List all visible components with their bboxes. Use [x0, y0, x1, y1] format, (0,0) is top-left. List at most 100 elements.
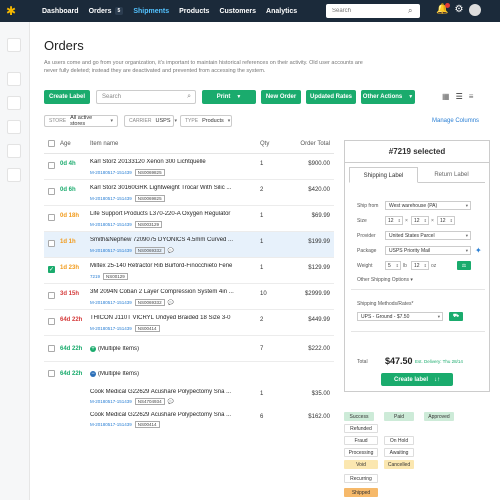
button-label: Updated Rates	[309, 94, 352, 100]
column-age[interactable]: Age	[60, 140, 71, 147]
row-checkbox[interactable]	[48, 318, 55, 325]
row-checkbox[interactable]	[48, 188, 55, 195]
nav-dashboard[interactable]: Dashboard	[42, 7, 79, 15]
bell-icon[interactable]: 🔔	[436, 3, 451, 15]
carrier-filter[interactable]: CARRIER USPS ▾	[124, 115, 177, 127]
note-icon[interactable]: 💬	[167, 247, 174, 254]
sidebar-item[interactable]	[7, 72, 21, 86]
item-name[interactable]: 3M 2094N Coban 2 Layer Compression Syste…	[90, 289, 234, 295]
package-select[interactable]: USPS Priority Mail ▾	[385, 246, 471, 255]
nav-orders[interactable]: Orders 5	[89, 7, 124, 15]
global-search-input[interactable]	[326, 4, 420, 18]
sidebar-item[interactable]	[7, 144, 21, 158]
sidebar-item[interactable]	[7, 38, 21, 52]
nav-analytics[interactable]: Analytics	[266, 7, 297, 15]
order-id[interactable]: M-20180517-151439	[90, 300, 132, 305]
table-row[interactable]: 64d 22h − (Multiple Items) Cook Medical G…	[44, 362, 334, 432]
print-button[interactable]: Print ▼	[202, 90, 256, 104]
qty-value: 1	[260, 161, 264, 167]
table-row[interactable]: 0d 4h Karl Storz 20133120 Xenon 300 Lich…	[44, 154, 334, 180]
gear-icon[interactable]: ⚙	[454, 4, 464, 15]
order-id[interactable]: 7219	[90, 274, 101, 279]
search-icon[interactable]: ⌕	[408, 6, 413, 15]
nav-shipments[interactable]: Shipments	[133, 7, 169, 15]
sidebar-item[interactable]	[7, 168, 21, 182]
create-label-button[interactable]: Create Label	[44, 90, 90, 104]
order-id[interactable]: M-20180517-151439	[90, 326, 132, 331]
item-name[interactable]: Life Support Products L370-220-A Oxygen …	[90, 211, 231, 217]
scale-button[interactable]: ⚖	[457, 261, 471, 270]
size-width-input[interactable]: 12 ⇕	[411, 216, 429, 225]
subitem-name[interactable]: Cook Medical G22629 Acushare Polypectomy…	[90, 389, 232, 395]
list-view-icon[interactable]: ☰	[455, 92, 463, 101]
note-icon[interactable]: 💬	[167, 299, 174, 306]
weight-oz-input[interactable]: 12 ⇕	[411, 261, 429, 270]
other-options-toggle[interactable]: Other Shipping Options ▾	[357, 277, 413, 283]
column-total[interactable]: Order Total	[300, 140, 330, 147]
size-height-input[interactable]: 12 ⇕	[437, 216, 455, 225]
logo-icon[interactable]: ✱	[6, 4, 17, 18]
table-row[interactable]: 0d 18h Life Support Products L370-220-A …	[44, 206, 334, 232]
compact-view-icon[interactable]: ≡	[468, 92, 474, 101]
note-icon[interactable]: 💬	[167, 398, 174, 405]
select-all-checkbox[interactable]	[48, 140, 55, 147]
row-checkbox[interactable]	[48, 162, 55, 169]
column-qty[interactable]: Qty	[260, 140, 270, 147]
new-order-button[interactable]: New Order	[261, 90, 301, 104]
item-name[interactable]: Smith&Nephew 7209075 DYONICS 4.5mm Curve…	[90, 237, 234, 243]
provider-select[interactable]: United States Parcel ▾	[385, 231, 471, 240]
row-checkbox[interactable]	[48, 370, 55, 377]
order-id[interactable]: M-20180517-151439	[90, 170, 132, 175]
orders-search-input[interactable]: Search ⌕	[96, 90, 196, 104]
expand-icon[interactable]: +	[90, 346, 96, 352]
avatar[interactable]	[469, 4, 482, 16]
table-row[interactable]: 3d 15h 3M 2094N Coban 2 Layer Compressio…	[44, 284, 334, 310]
item-name[interactable]: THICON J110T VICRYL Undyed Braided 18 Si…	[90, 315, 231, 321]
order-id[interactable]: M-20180517-151439	[90, 422, 132, 427]
collapse-icon[interactable]: −	[90, 371, 96, 377]
ship-from-select[interactable]: West warehouse (PA) ▾	[385, 201, 471, 210]
item-name[interactable]: − (Multiple Items)	[90, 371, 250, 377]
table-row[interactable]: 1d 1h Smith&Nephew 7209075 DYONICS 4.5mm…	[44, 232, 334, 258]
order-id[interactable]: M-20180517-151439	[90, 196, 132, 201]
type-filter[interactable]: TYPE Products ▾	[180, 115, 232, 127]
row-checkbox[interactable]	[48, 292, 55, 299]
order-id[interactable]: M-20180517-151439	[90, 248, 132, 253]
table-row[interactable]: ✓ 1d 23h Miltex 25-140 Retractor Rib Bur…	[44, 258, 334, 284]
grid-view-icon[interactable]: ▦	[442, 92, 450, 101]
nav-products[interactable]: Products	[179, 7, 209, 15]
sidebar-item[interactable]	[7, 96, 21, 110]
add-package-icon[interactable]: ✦	[475, 246, 482, 255]
nav-customers[interactable]: Customers	[219, 7, 256, 15]
subitem-name[interactable]: Cook Medical G22629 Acushare Polypectomy…	[90, 412, 232, 418]
create-label-submit-button[interactable]: Create label ↓↑	[381, 373, 453, 386]
sidebar-item[interactable]	[7, 120, 21, 134]
item-name[interactable]: Miltex 25-140 Retractor Rib Burford-Fino…	[90, 263, 233, 269]
table-row[interactable]: 64d 22h THICON J110T VICRYL Undyed Braid…	[44, 310, 334, 336]
select-value: USPS Priority Mail	[389, 247, 431, 254]
status-badge: Awaiting	[384, 448, 414, 457]
other-actions-button[interactable]: Other Actions ▼	[361, 90, 415, 104]
size-length-input[interactable]: 12 ⇕	[385, 216, 403, 225]
store-filter[interactable]: STORE All active stores ▾	[44, 115, 118, 127]
tab-shipping-label[interactable]: Shipping Label	[349, 167, 418, 183]
table-row[interactable]: 64d 22h + (Multiple Items) 7 $222.00	[44, 336, 334, 362]
order-id[interactable]: M-20180517-151439	[90, 222, 132, 227]
tab-return-label[interactable]: Return Label	[434, 172, 469, 178]
item-name[interactable]: Karl Storz 30160GRK Lightweight Trocar W…	[90, 185, 232, 191]
item-name[interactable]: + (Multiple Items)	[90, 346, 250, 352]
manage-columns-link[interactable]: Manage Columns	[432, 118, 480, 124]
column-item[interactable]: Item name	[90, 140, 119, 147]
button-label: New Order	[265, 94, 297, 100]
row-checkbox[interactable]	[48, 214, 55, 221]
updated-rates-button[interactable]: Updated Rates	[306, 90, 356, 104]
shipping-method-select[interactable]: UPS - Ground - $7.50 ▾	[357, 312, 443, 321]
weight-lb-input[interactable]: 5 ⇕	[385, 261, 401, 270]
row-checkbox[interactable]	[48, 345, 55, 352]
item-name[interactable]: Karl Storz 20133120 Xenon 300 Lichtquell…	[90, 159, 206, 165]
table-row[interactable]: 0d 6h Karl Storz 30160GRK Lightweight Tr…	[44, 180, 334, 206]
rates-button[interactable]: ⛟	[449, 312, 463, 321]
row-checkbox[interactable]: ✓	[48, 266, 55, 273]
row-checkbox[interactable]	[48, 240, 55, 247]
order-id[interactable]: M-20180517-151439	[90, 399, 132, 404]
